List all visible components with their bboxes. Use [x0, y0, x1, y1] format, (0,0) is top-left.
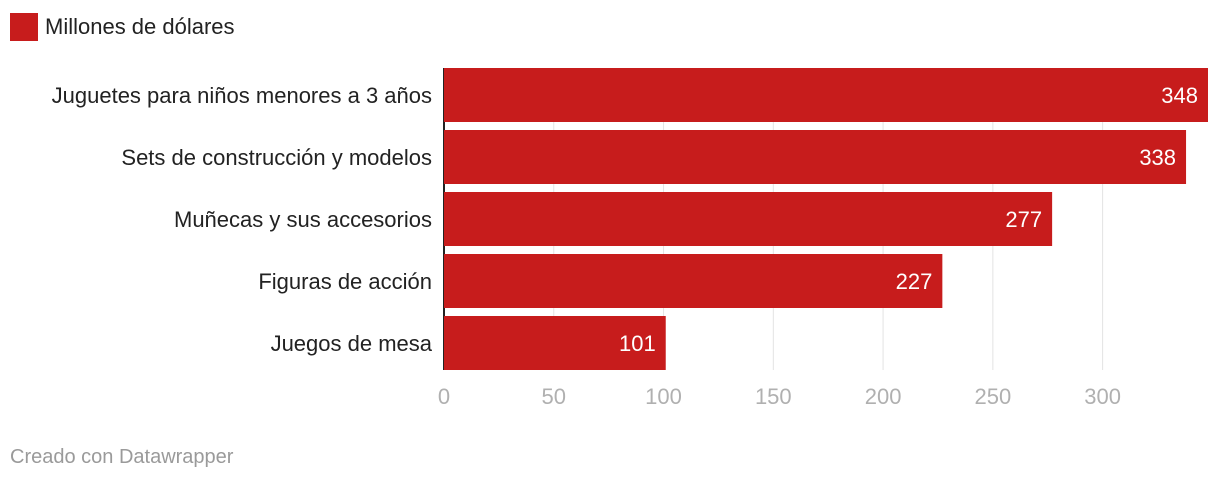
data-label: 101: [619, 331, 656, 356]
category-label: Juguetes para niños menores a 3 años: [52, 83, 432, 108]
bar: [444, 192, 1053, 246]
data-label: 227: [896, 269, 933, 294]
bar: [444, 316, 666, 370]
x-tick-label: 200: [865, 384, 902, 409]
legend: Millones de dólares: [10, 12, 235, 42]
x-tick-label: 100: [645, 384, 682, 409]
category-label: Figuras de acción: [258, 269, 432, 294]
x-tick-label: 50: [542, 384, 566, 409]
credit-text: Creado con Datawrapper: [10, 446, 234, 468]
data-label: 277: [1005, 207, 1042, 232]
bars: [444, 68, 1208, 370]
category-label: Muñecas y sus accesorios: [174, 207, 432, 232]
labels: Juguetes para niños menores a 3 años 348 S…: [52, 83, 1198, 356]
bar: [444, 254, 943, 308]
category-label: Sets de construcción y modelos: [121, 145, 432, 170]
x-tick-label: 300: [1084, 384, 1121, 409]
bar-chart: Juguetes para niños menores a 3 años 348 S…: [52, 68, 1208, 409]
x-tick-label: 0: [438, 384, 450, 409]
legend-label: Millones de dólares: [45, 14, 235, 39]
x-tick-label: 250: [974, 384, 1011, 409]
x-tick-label: 150: [755, 384, 792, 409]
bar: [444, 68, 1208, 122]
data-label: 338: [1139, 145, 1176, 170]
category-label: Juegos de mesa: [271, 331, 433, 356]
bar: [444, 130, 1187, 184]
data-label: 348: [1161, 83, 1198, 108]
legend-swatch: [10, 13, 38, 41]
x-axis-ticks: 0 50 100 150 200 250 300: [438, 384, 1121, 409]
